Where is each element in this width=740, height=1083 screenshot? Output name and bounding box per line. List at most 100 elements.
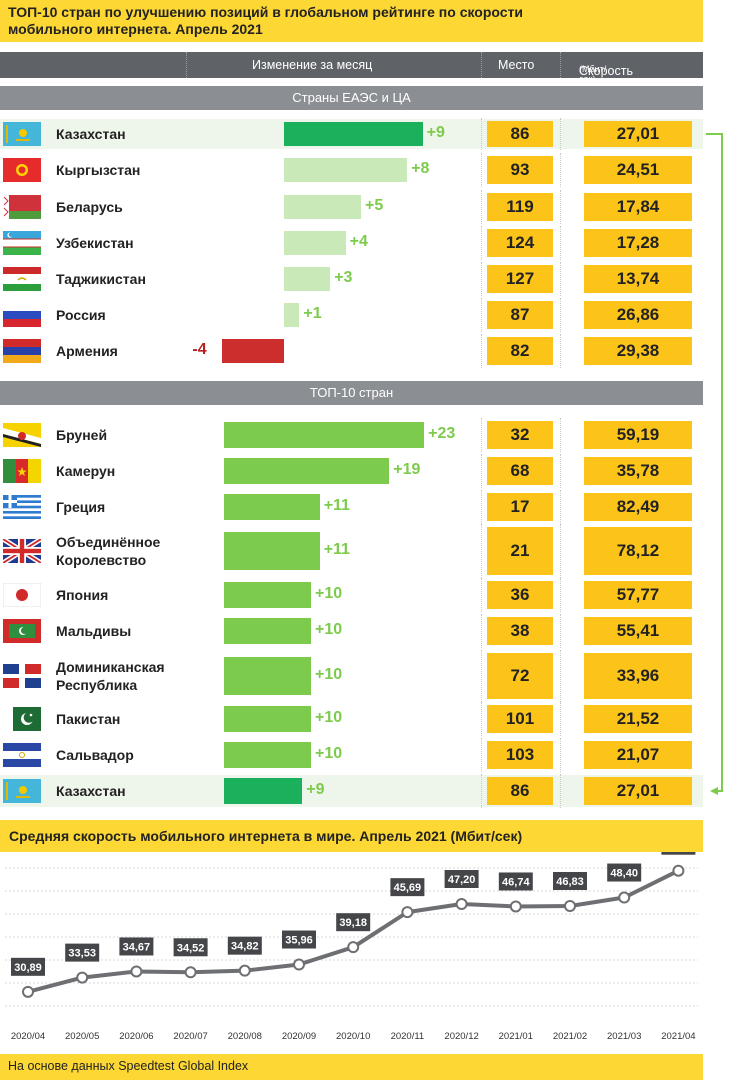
- group-title-top10: ТОП-10 стран: [309, 385, 394, 400]
- data-label-box: [498, 872, 533, 891]
- change-value: +5: [365, 197, 384, 214]
- table-row: Россия +1 87 26,86: [0, 298, 703, 332]
- table-row: Камерун +19 68 35,78: [0, 454, 703, 488]
- column-separator: [560, 298, 561, 332]
- x-tick-label: 2020/04: [11, 1031, 45, 1042]
- country-name-line: Объединённое: [56, 534, 161, 550]
- change-value: -4: [192, 341, 207, 358]
- cameroon-flag-icon: [3, 459, 41, 483]
- rank-cell: 124: [487, 229, 553, 257]
- speed-cell: 13,74: [584, 265, 692, 293]
- column-separator: [560, 490, 561, 524]
- belarus-flag-icon: [3, 195, 41, 219]
- data-label-box: [11, 957, 45, 976]
- country-name: Таджикистан: [56, 271, 146, 287]
- data-point: [564, 899, 576, 912]
- data-label: 53,38: [665, 852, 693, 853]
- speed-cell: 59,19: [584, 421, 692, 449]
- country-name-line: Доминиканская: [56, 659, 165, 675]
- data-label-box: [227, 936, 262, 955]
- column-separator: [481, 226, 482, 260]
- country-name-line: Республика: [56, 677, 138, 693]
- x-tick-label: 2020/08: [228, 1031, 262, 1042]
- kyrgyzstan-flag-icon: [3, 158, 41, 182]
- column-separator: [481, 190, 482, 224]
- rank-cell: 17: [487, 493, 553, 521]
- data-label-box: [282, 930, 316, 949]
- table-row: Объединённое Королевство +11 21 78,12: [0, 524, 703, 578]
- source-note: На основе данных Speedtest Global Index: [8, 1059, 249, 1073]
- change-bar: [284, 195, 361, 219]
- change-value: +10: [315, 621, 343, 638]
- column-separator: [481, 334, 482, 368]
- speed-cell: 29,38: [584, 337, 692, 365]
- column-separator: [560, 190, 561, 224]
- column-change-label: Изменение за месяц: [252, 58, 373, 72]
- column-separator: [481, 298, 482, 332]
- speed-cell: 21,52: [584, 705, 692, 733]
- country-name: Япония: [56, 587, 109, 603]
- change-bar: [224, 657, 311, 695]
- speed-cell: 24,51: [584, 156, 692, 184]
- group-title-eaeu: Страны ЕАЭС и ЦА: [292, 90, 411, 105]
- column-separator: [481, 418, 482, 452]
- country-name: Кыргызстан: [56, 162, 141, 178]
- data-point: [293, 958, 305, 971]
- table-row: Греция +11 17 82,49: [0, 490, 703, 524]
- data-point: [509, 900, 522, 913]
- country-name: Казахстан: [56, 126, 126, 142]
- russia-flag-icon: [3, 303, 41, 327]
- change-value: +11: [323, 497, 350, 514]
- speed-cell: 35,78: [584, 457, 692, 485]
- change-bar: [224, 742, 311, 768]
- column-separator: [560, 454, 561, 488]
- data-point: [238, 964, 251, 977]
- column-separator: [560, 578, 561, 612]
- change-value: +9: [306, 781, 325, 798]
- change-value: +11: [323, 541, 350, 558]
- data-label: 34,82: [231, 941, 259, 953]
- data-point: [184, 966, 197, 979]
- data-label: 39,18: [339, 917, 367, 929]
- table-row: Кыргызстан +8 93 24,51: [0, 153, 703, 187]
- column-separator: [481, 650, 482, 702]
- change-value: +9: [426, 124, 445, 141]
- data-label: 30,89: [14, 962, 42, 974]
- column-separator: [481, 153, 482, 187]
- column-speed-unit: (Мбит/сек): [579, 64, 607, 84]
- table-row: Бруней +23 32 59,19: [0, 418, 703, 452]
- data-point: [347, 941, 360, 954]
- x-tick-label: 2020/11: [391, 1031, 425, 1042]
- x-tick-label: 2020/10: [336, 1031, 370, 1042]
- data-label: 34,52: [177, 942, 205, 954]
- country-name: Мальдивы: [56, 623, 132, 639]
- data-point: [130, 965, 143, 978]
- data-point: [76, 971, 89, 984]
- column-separator: [481, 490, 482, 524]
- country-name-line: Королевство: [56, 552, 147, 568]
- change-value: +19: [393, 461, 421, 478]
- speed-cell: 17,28: [584, 229, 692, 257]
- change-value: +10: [315, 585, 343, 602]
- rank-cell: 68: [487, 457, 553, 485]
- column-separator: [481, 524, 482, 578]
- group-header-top10: ТОП-10 стран: [0, 381, 703, 405]
- column-separator: [560, 118, 561, 150]
- column-separator: [560, 614, 561, 648]
- change-value: +3: [334, 269, 353, 286]
- table-row: Доминиканская Республика +10 72 33,96: [0, 650, 703, 702]
- table-row: Беларусь +5 119 17,84: [0, 190, 703, 224]
- page-title-line-2: мобильного интернета. Апрель 2021: [8, 21, 263, 37]
- column-separator: [560, 774, 561, 808]
- speed-cell: 27,01: [584, 777, 692, 805]
- column-separator: [481, 738, 482, 772]
- rank-cell: 101: [487, 705, 553, 733]
- dominican-republic-flag-icon: [3, 664, 41, 688]
- column-separator: [560, 52, 561, 78]
- data-point: [22, 985, 34, 998]
- kazakhstan-flag-icon: [3, 779, 41, 803]
- column-separator: [481, 774, 482, 808]
- data-label-box: [607, 863, 642, 882]
- change-bar: [224, 706, 311, 732]
- rank-cell: 119: [487, 193, 553, 221]
